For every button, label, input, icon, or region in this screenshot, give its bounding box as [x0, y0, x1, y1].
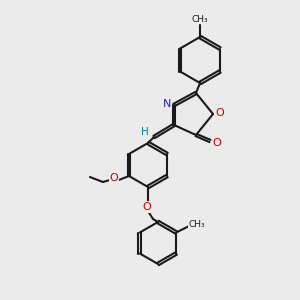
- Text: CH₃: CH₃: [192, 14, 208, 23]
- Text: N: N: [163, 99, 171, 109]
- Text: O: O: [213, 138, 221, 148]
- Text: O: O: [110, 173, 118, 183]
- Text: O: O: [216, 108, 224, 118]
- Text: CH₃: CH₃: [189, 220, 206, 229]
- Text: H: H: [141, 127, 149, 137]
- Text: O: O: [142, 202, 152, 212]
